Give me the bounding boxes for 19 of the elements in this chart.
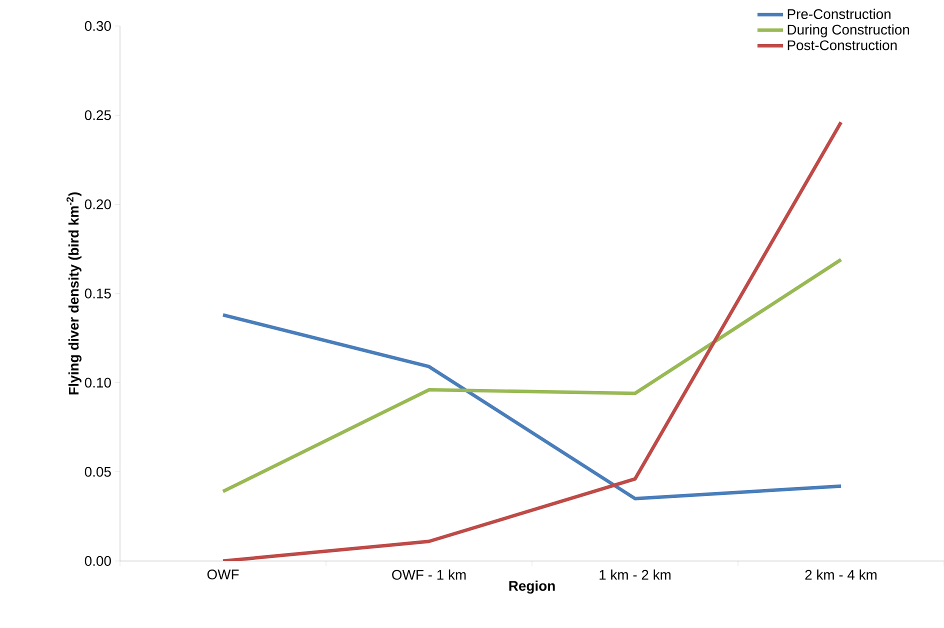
y-tick-label: 0.25 <box>84 110 111 120</box>
line-series <box>221 120 843 561</box>
legend-label: Pre-Construction <box>788 8 890 20</box>
y-tick-label: 0.00 <box>84 556 111 566</box>
legend-label: Post-Construction <box>788 40 897 50</box>
y-axis-title: Flying diver density (bird km$^{-2}$) <box>66 192 82 394</box>
x-tick-label: 2 km - 4 km <box>805 570 877 580</box>
x-tick-label: OWF <box>207 570 239 580</box>
x-tick-label: 1 km - 2 km <box>600 570 671 580</box>
y-tick-label: 0.20 <box>84 199 111 210</box>
y-tick-label: 0.15 <box>84 288 111 298</box>
y-tick-label: 0.10 <box>84 378 111 388</box>
y-tick-label: 0.05 <box>84 466 111 477</box>
line-series <box>221 313 843 500</box>
line-series <box>221 258 843 494</box>
x-tick-label: OWF - 1 km <box>392 570 466 580</box>
x-axis-title: Region <box>509 580 555 594</box>
legend-label: During Construction <box>788 24 910 38</box>
y-tick-label: 0.30 <box>84 21 111 31</box>
